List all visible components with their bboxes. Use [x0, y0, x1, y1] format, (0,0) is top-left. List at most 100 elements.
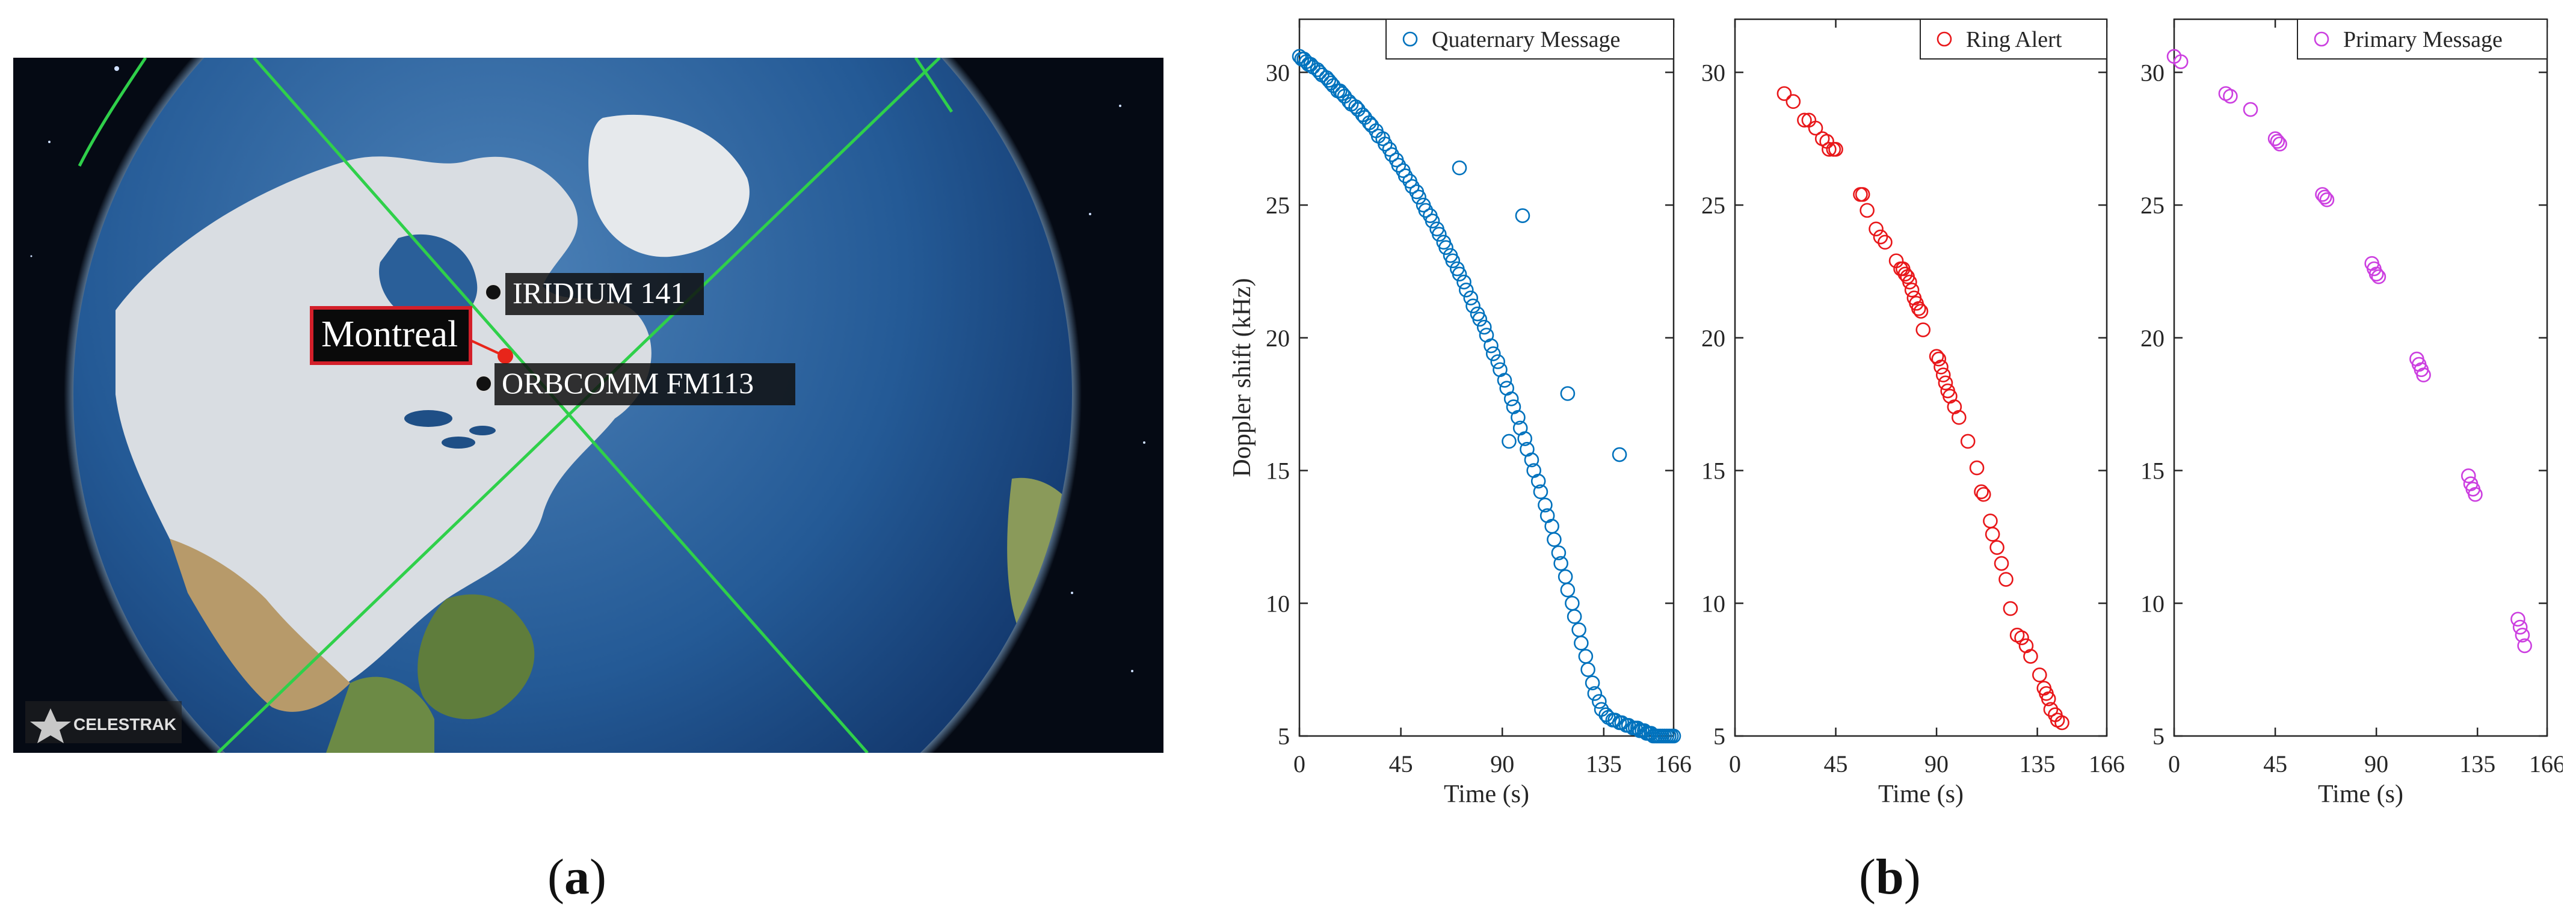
data-point — [1574, 636, 1589, 651]
y-axis-label: Doppler shift (kHz) — [1228, 278, 1256, 477]
data-point — [2319, 192, 2335, 207]
x-tick-label: 135 — [2020, 750, 2056, 777]
data-point — [1931, 351, 1947, 367]
data-point — [1888, 253, 1904, 269]
y-tick-label: 30 — [1701, 59, 1725, 86]
data-point — [1592, 694, 1607, 709]
x-tick-label: 135 — [2459, 750, 2495, 777]
data-point — [1976, 486, 1991, 502]
data-point — [2023, 649, 2038, 664]
data-point — [1411, 189, 1426, 205]
data-point — [1985, 527, 2000, 542]
data-point — [1418, 203, 1434, 218]
data-point — [1960, 434, 1976, 449]
x-tick-label: 90 — [2364, 750, 2388, 777]
stars — [30, 66, 1145, 672]
data-point — [1828, 142, 1843, 157]
data-point — [1364, 118, 1379, 133]
y-tick-label: 5 — [2152, 723, 2165, 750]
star-icon — [30, 708, 71, 743]
data-point — [2315, 187, 2330, 202]
orbcomm-label-box — [495, 363, 795, 405]
celestrak-logo: CELESTRAK — [25, 701, 182, 743]
data-point — [1497, 373, 1512, 388]
data-point — [1998, 572, 2014, 587]
legend: Quaternary Message — [1385, 19, 1674, 60]
chart-2: 0 45 90 135 166 5 10 15 20 25 30 Time (s) Ring Alert — [1701, 18, 2125, 808]
x-axis-label: Time (s) — [1878, 780, 1964, 808]
y-tick-label: 5 — [1713, 723, 1725, 750]
x-tick-label: 166 — [1656, 750, 1692, 777]
y-tick-label: 20 — [2140, 325, 2165, 352]
data-point — [1913, 304, 1929, 319]
plot-frame — [1298, 18, 1675, 737]
logo-text: CELESTRAK — [73, 715, 176, 734]
iridium-label: IRIDIUM 141 — [513, 276, 685, 310]
legend: Primary Message — [2297, 19, 2548, 60]
data-point — [2317, 189, 2332, 205]
data-point — [1425, 213, 1440, 228]
data-point — [1983, 514, 1998, 529]
legend-box — [2297, 19, 2548, 60]
plot-frame — [2173, 18, 2548, 737]
data-point — [1538, 497, 1553, 513]
legend: Ring Alert — [1920, 19, 2107, 60]
data-point — [1855, 187, 1870, 202]
series-quaternary-message — [1292, 49, 1681, 744]
x-tick-label: 0 — [2168, 750, 2180, 777]
data-point — [1530, 473, 1546, 489]
data-point — [1397, 168, 1413, 183]
data-point — [1904, 283, 1920, 298]
data-point — [2371, 269, 2386, 284]
orbcomm-marker — [475, 375, 492, 392]
data-point — [2512, 619, 2528, 635]
data-point — [1384, 147, 1399, 162]
data-point — [1490, 354, 1506, 369]
data-point — [2173, 54, 2189, 69]
data-point — [1994, 556, 2009, 571]
data-point — [2003, 601, 2018, 616]
data-point — [1547, 532, 1562, 547]
legend-label: Ring Alert — [1966, 27, 2062, 52]
data-point — [1378, 136, 1393, 152]
data-point — [2267, 131, 2283, 146]
caption-b: (b) — [1859, 849, 1921, 905]
data-point — [1502, 434, 1517, 449]
x-tick-label: 90 — [1924, 750, 1949, 777]
data-point — [2460, 468, 2476, 483]
plot-frame — [1734, 18, 2108, 737]
data-point — [1915, 322, 1931, 337]
data-point — [1797, 112, 1812, 128]
x-tick-label: 90 — [1490, 750, 1514, 777]
chart-3: 0 45 90 135 166 5 10 15 20 25 30 Time (s) Primary Me… — [2140, 18, 2565, 808]
data-point — [1524, 452, 1539, 468]
data-point — [1432, 227, 1447, 242]
data-point — [1951, 409, 1967, 425]
data-point — [1860, 203, 1875, 218]
data-point — [2043, 702, 2059, 717]
x-tick-label: 0 — [1729, 750, 1741, 777]
y-tick-label: 25 — [2140, 192, 2165, 219]
data-point — [1333, 83, 1348, 99]
data-point — [1558, 569, 1573, 584]
legend-marker — [1402, 31, 1418, 47]
data-point — [1935, 367, 1951, 382]
montreal-marker — [498, 348, 513, 364]
data-point — [2368, 266, 2384, 282]
data-point — [1873, 229, 1888, 245]
y-tick-label: 15 — [1701, 458, 1725, 485]
data-point — [2054, 715, 2069, 731]
x-tick-label: 135 — [1586, 750, 1622, 777]
data-point — [1666, 728, 1681, 744]
data-point — [2416, 367, 2431, 382]
legend-marker — [1937, 31, 1952, 47]
data-point — [1445, 253, 1461, 269]
data-point — [1822, 142, 1837, 157]
data-point — [1776, 86, 1792, 101]
data-point — [1587, 686, 1603, 701]
y-tick-label: 20 — [1266, 325, 1290, 352]
data-point — [1869, 221, 1884, 237]
data-point — [2014, 630, 2029, 645]
x-tick-label: 45 — [1389, 750, 1413, 777]
y-tick-label: 10 — [1701, 590, 1725, 617]
